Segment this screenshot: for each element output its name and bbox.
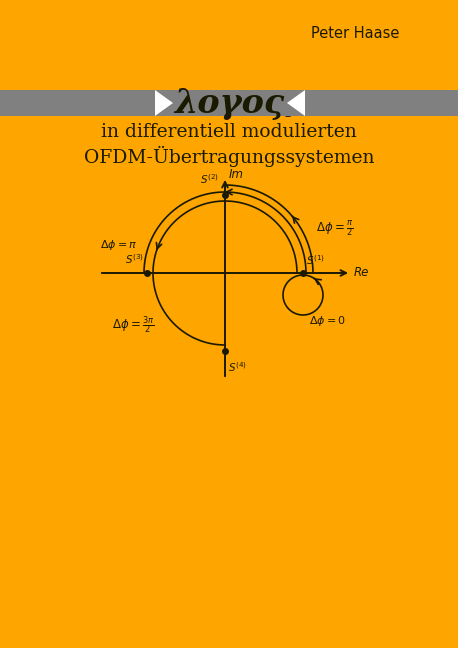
- Text: $\Delta\phi = 0$: $\Delta\phi = 0$: [309, 314, 345, 328]
- Text: Im: Im: [229, 168, 244, 181]
- Text: OFDM-Übertragungssystemen: OFDM-Übertragungssystemen: [84, 145, 374, 167]
- Text: $S^{(1)}$: $S^{(1)}$: [306, 253, 325, 267]
- Text: Peter Haase: Peter Haase: [311, 25, 399, 40]
- Bar: [0, 90, 458, 116]
- Text: $\Delta\phi = \frac{3\pi}{2}$: $\Delta\phi = \frac{3\pi}{2}$: [112, 314, 154, 336]
- Text: in differentiell modulierten: in differentiell modulierten: [101, 123, 357, 141]
- Polygon shape: [287, 90, 305, 116]
- Text: $\Delta\phi = \frac{\pi}{2}$: $\Delta\phi = \frac{\pi}{2}$: [316, 220, 354, 238]
- Polygon shape: [155, 90, 173, 116]
- Text: $S^{(4)}$: $S^{(4)}$: [228, 360, 247, 374]
- Text: $S^{(3)}$: $S^{(3)}$: [125, 252, 144, 266]
- Text: $S^{(2)}$: $S^{(2)}$: [200, 172, 219, 186]
- Text: Iterative Detektionsalgorithmen: Iterative Detektionsalgorithmen: [77, 99, 381, 117]
- Text: Re: Re: [354, 266, 369, 279]
- Text: λογος: λογος: [174, 86, 284, 119]
- Text: $\Delta\phi = \pi$: $\Delta\phi = \pi$: [100, 238, 138, 252]
